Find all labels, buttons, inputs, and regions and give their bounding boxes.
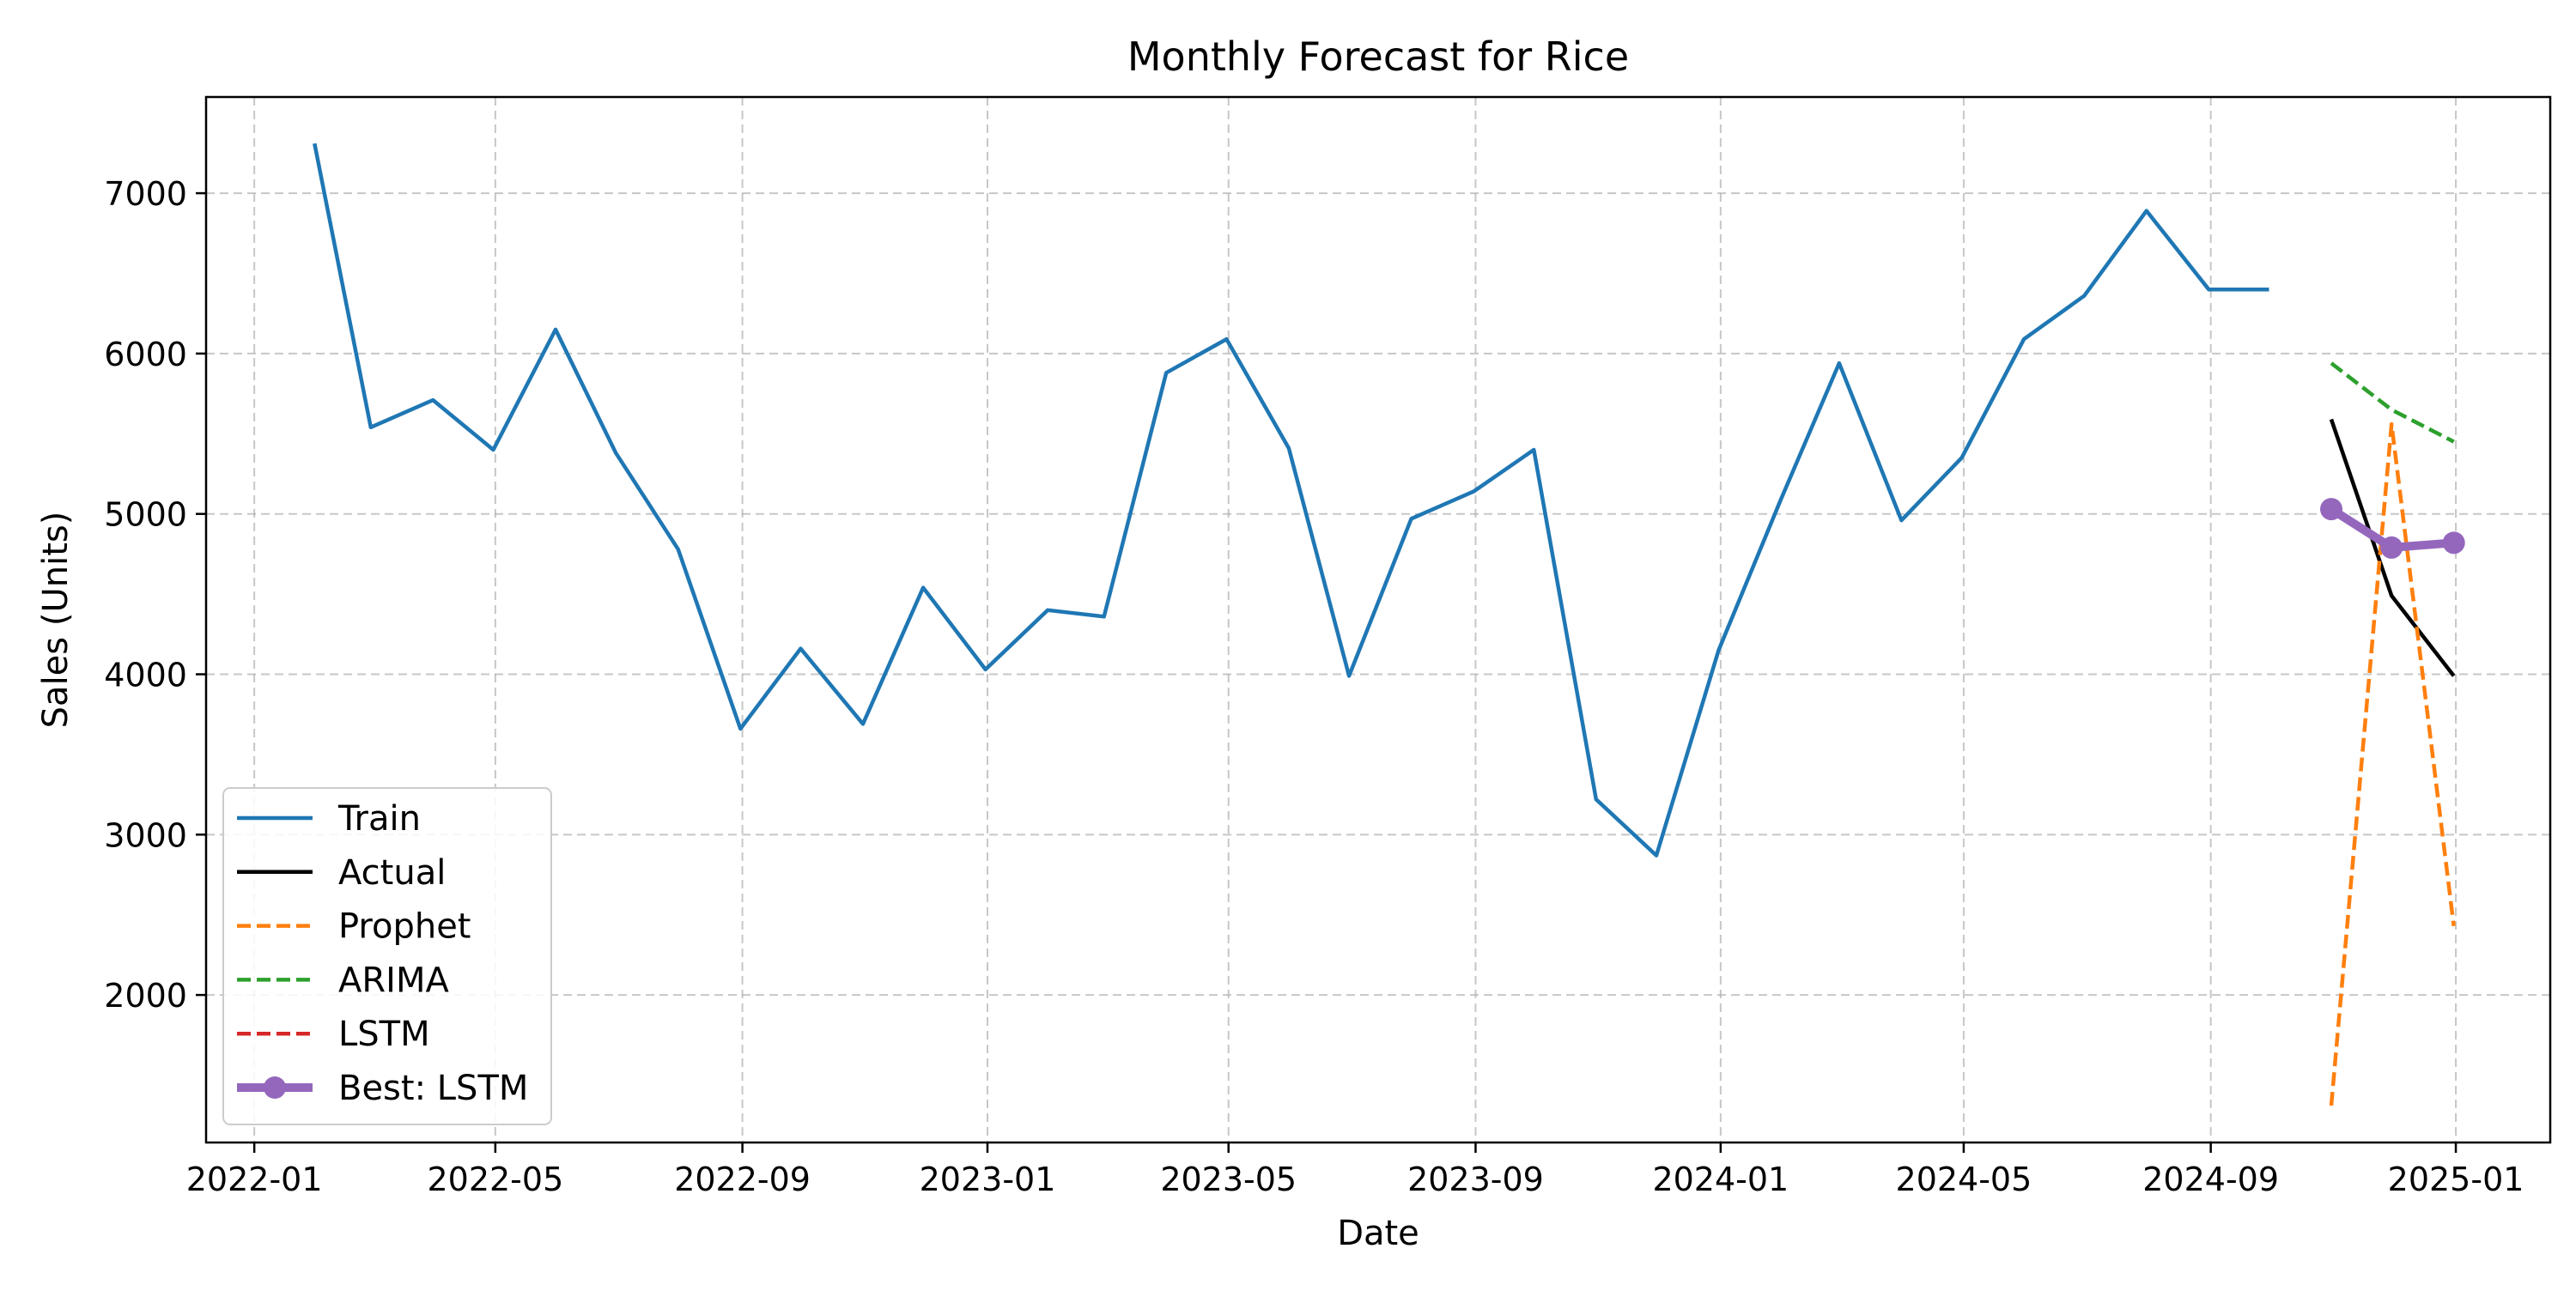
y-tick-label: 6000	[104, 336, 187, 373]
series-line-arima	[2330, 361, 2455, 444]
x-tick-label: 2024-09	[2142, 1161, 2279, 1198]
legend: Train Actual Prophet ARIMA LSTM Best: LSTM	[222, 787, 552, 1125]
x-tick-label: 2022-01	[186, 1161, 323, 1198]
series-line-actual	[2329, 418, 2456, 677]
legend-label: LSTM	[338, 1015, 430, 1054]
series-point-best-lstm	[2380, 536, 2403, 559]
legend-label: Train	[337, 799, 421, 839]
legend-label: Actual	[338, 853, 446, 893]
y-tick-label: 7000	[104, 175, 187, 213]
ticks: 2022-01 2022-05 2022-09 2023-01 2023-05 2023-…	[104, 175, 2524, 1198]
x-tick-label: 2025-01	[2388, 1161, 2524, 1198]
plot-frame	[204, 95, 2552, 1144]
x-tick-label: 2023-01	[920, 1161, 1056, 1198]
series-line-prophet	[2329, 421, 2456, 1106]
series-point-best-lstm	[2442, 531, 2465, 555]
chart-title: Monthly Forecast for Rice	[1127, 33, 1629, 80]
x-tick-label: 2024-01	[1652, 1161, 1789, 1198]
y-tick-label: 5000	[104, 496, 187, 534]
series-point-best-lstm	[2320, 498, 2343, 521]
legend-label: Best: LSTM	[338, 1069, 528, 1108]
y-tick-label: 4000	[104, 657, 187, 694]
series-line-train	[313, 142, 2269, 858]
x-tick-label: 2022-09	[674, 1161, 811, 1198]
legend-label: ARIMA	[338, 961, 449, 1000]
x-axis-label: Date	[1337, 1214, 1419, 1253]
x-tick-label: 2023-05	[1160, 1161, 1297, 1198]
legend-marker	[264, 1076, 286, 1099]
x-tick-label: 2022-05	[427, 1161, 563, 1198]
grid	[206, 97, 2550, 1143]
y-axis-label: Sales (Units)	[36, 512, 76, 729]
y-tick-label: 3000	[104, 816, 187, 854]
y-tick-label: 2000	[104, 977, 187, 1015]
x-tick-label: 2024-05	[1896, 1161, 2032, 1198]
legend-label: Prophet	[338, 907, 471, 947]
x-tick-label: 2023-09	[1407, 1161, 1544, 1198]
series-layer	[313, 142, 2465, 1106]
